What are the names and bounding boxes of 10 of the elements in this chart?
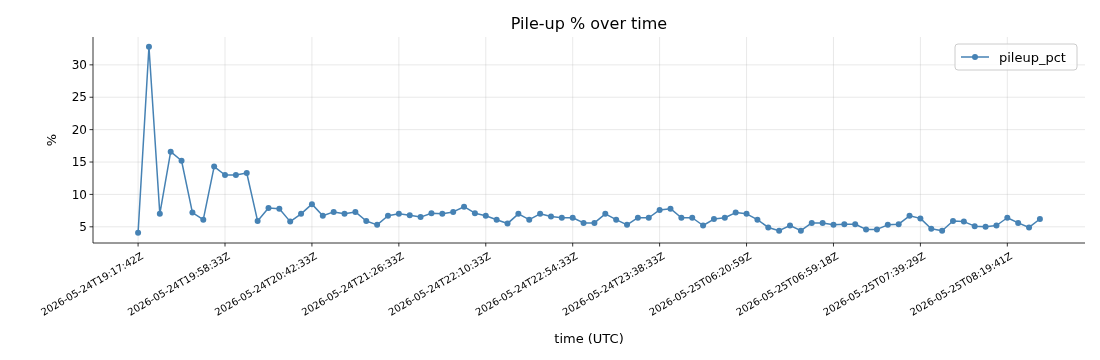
legend-label: pileup_pct: [999, 49, 1066, 65]
y-tick-label: 25: [71, 90, 87, 105]
y-tick-label: 5: [79, 220, 87, 235]
y-tick-label: 15: [71, 155, 87, 170]
y-tick-label: 10: [71, 187, 87, 202]
x-axis-title: time (UTC): [554, 331, 624, 346]
y-axis-title: %: [44, 133, 59, 147]
y-tick-label: 30: [71, 58, 87, 73]
chart-title: Pile-up % over time: [510, 14, 668, 33]
y-tick-label: 20: [71, 122, 87, 137]
